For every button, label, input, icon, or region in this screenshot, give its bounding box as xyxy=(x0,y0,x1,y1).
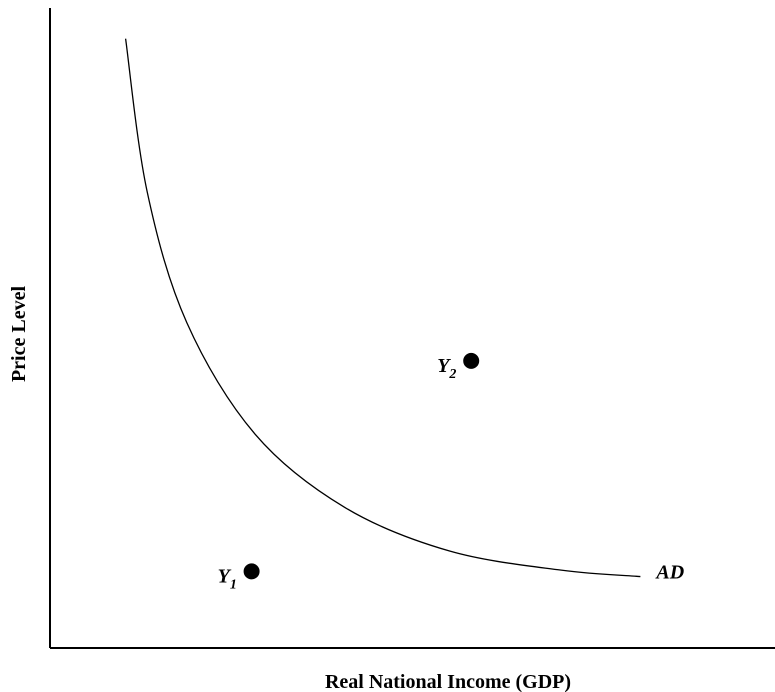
ad-curve-label: AD xyxy=(654,562,684,584)
point-y1 xyxy=(243,563,260,580)
ad-curve xyxy=(124,38,641,578)
y-axis-title: Price Level xyxy=(8,286,30,382)
point-y1-label: Y1 xyxy=(218,565,237,592)
axes xyxy=(49,8,775,649)
point-y2-label: Y2 xyxy=(437,355,456,382)
x-axis-title: Real National Income (GDP) xyxy=(325,671,571,692)
point-label-subscript: 1 xyxy=(230,577,237,592)
point-label-letter: Y xyxy=(437,355,451,377)
point-y2 xyxy=(463,352,480,369)
point-label-letter: Y xyxy=(218,565,232,587)
point-label-subscript: 2 xyxy=(448,367,456,382)
